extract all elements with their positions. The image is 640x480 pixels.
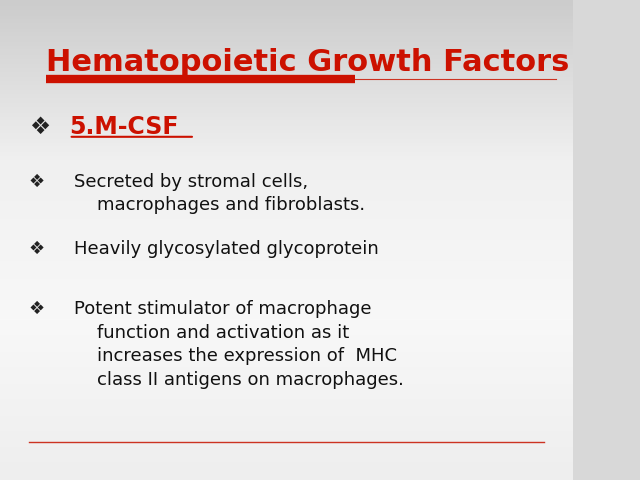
Text: ❖: ❖	[29, 173, 45, 191]
Text: ❖: ❖	[29, 300, 45, 318]
Text: ❖: ❖	[29, 115, 50, 139]
Text: Potent stimulator of macrophage
    function and activation as it
    increases : Potent stimulator of macrophage function…	[74, 300, 404, 389]
Text: Heavily glycosylated glycoprotein: Heavily glycosylated glycoprotein	[74, 240, 380, 258]
Text: ❖: ❖	[29, 240, 45, 258]
Text: Hematopoietic Growth Factors: Hematopoietic Growth Factors	[46, 48, 569, 77]
Text: Secreted by stromal cells,
    macrophages and fibroblasts.: Secreted by stromal cells, macrophages a…	[74, 173, 365, 215]
Text: 5.M-CSF: 5.M-CSF	[68, 115, 179, 139]
